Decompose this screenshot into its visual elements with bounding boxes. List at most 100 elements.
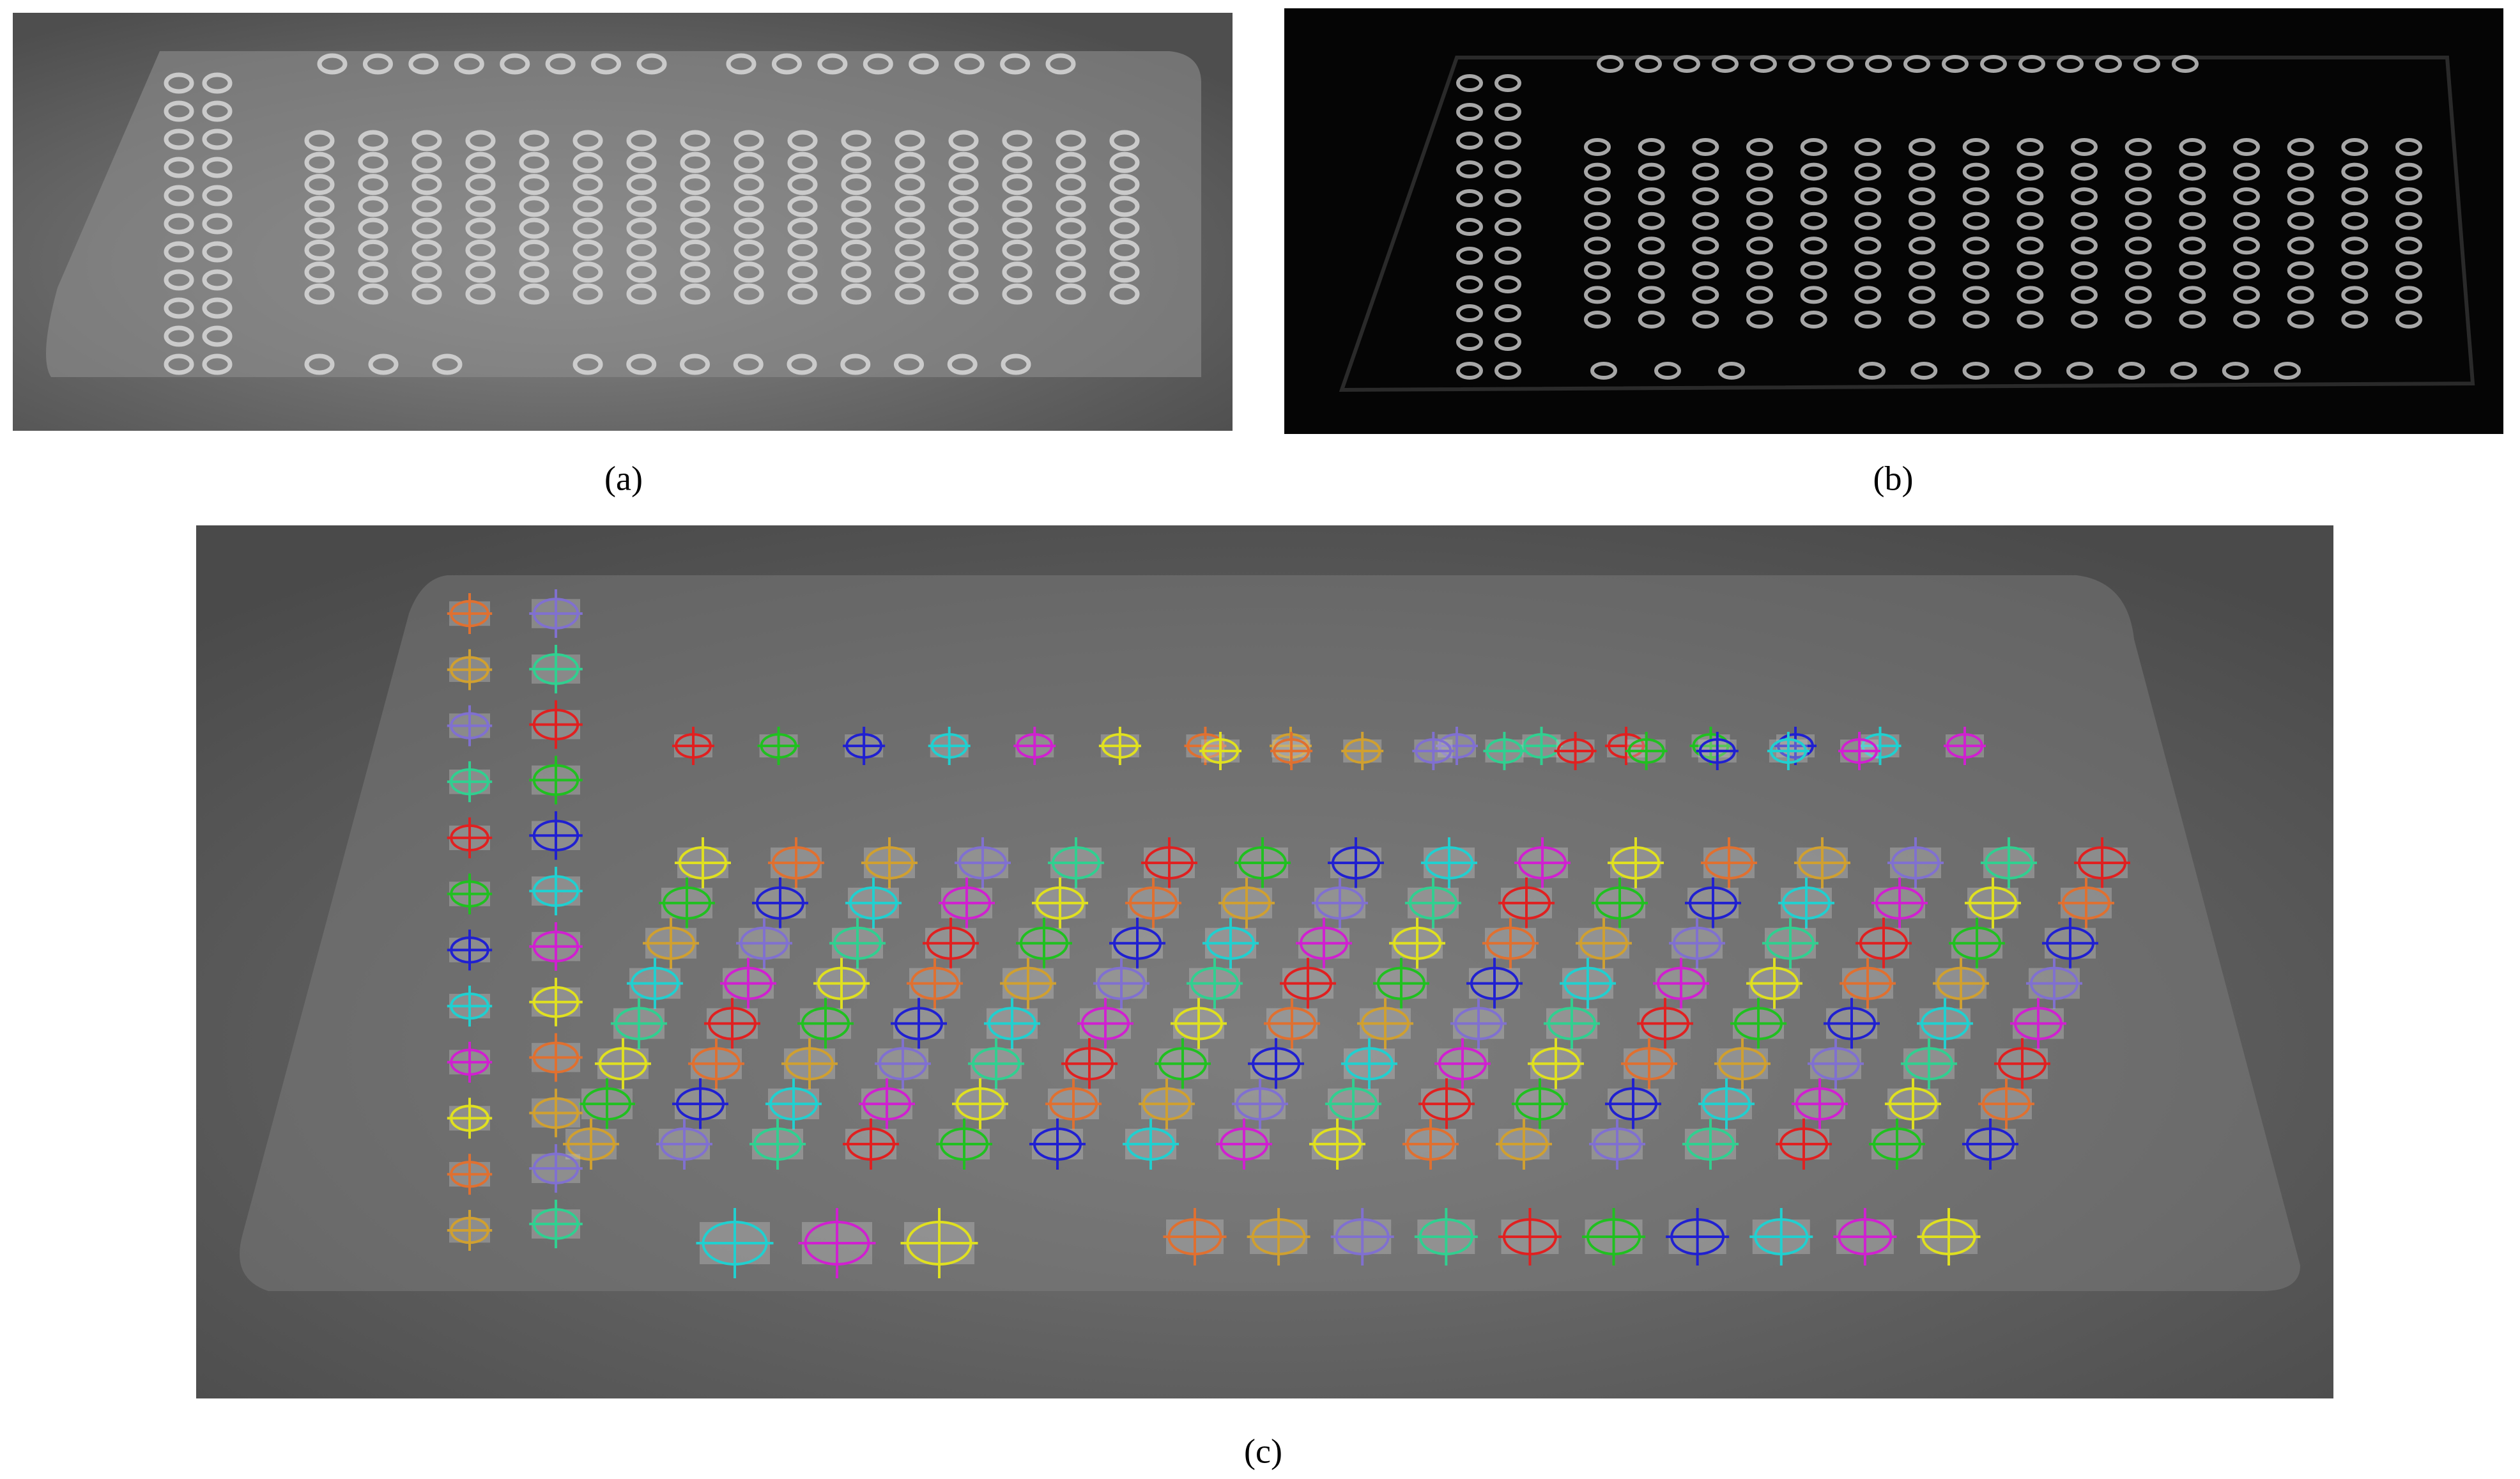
- well: [2017, 212, 2044, 230]
- well: [1746, 311, 1773, 329]
- well: [1456, 189, 1483, 207]
- well: [164, 297, 194, 319]
- well: [1109, 130, 1140, 151]
- well: [202, 157, 233, 178]
- well: [1788, 55, 1815, 73]
- panel-a-image: [13, 13, 1233, 431]
- well: [2133, 55, 2160, 73]
- well: [2274, 362, 2301, 380]
- well: [411, 196, 442, 217]
- well: [519, 217, 549, 239]
- well: [2179, 311, 2206, 329]
- well: [304, 130, 335, 151]
- well: [787, 353, 817, 375]
- well: [1692, 187, 1719, 206]
- well: [2017, 138, 2044, 156]
- well: [1746, 261, 1773, 279]
- well: [2057, 55, 2084, 73]
- well: [2179, 236, 2206, 255]
- well: [1056, 217, 1086, 239]
- well: [202, 325, 233, 347]
- well: [1456, 247, 1483, 265]
- well: [202, 269, 233, 291]
- well: [954, 53, 985, 75]
- well: [2179, 138, 2206, 156]
- well: [2095, 55, 2122, 73]
- well: [1800, 261, 1827, 279]
- well: [164, 241, 194, 263]
- well: [734, 196, 764, 217]
- well: [1638, 261, 1665, 279]
- well: [1109, 239, 1140, 261]
- well: [1909, 138, 1935, 156]
- well: [2287, 236, 2314, 255]
- well: [841, 130, 872, 151]
- well: [2233, 162, 2260, 181]
- well: [164, 185, 194, 206]
- well: [465, 174, 496, 196]
- well: [1854, 236, 1882, 255]
- well: [863, 53, 893, 75]
- well: [1692, 236, 1719, 255]
- well: [1673, 55, 1700, 73]
- well: [358, 174, 388, 196]
- well: [626, 261, 657, 283]
- well: [202, 213, 233, 235]
- well: [1962, 212, 1990, 230]
- well: [817, 53, 848, 75]
- well: [895, 261, 925, 283]
- well: [2071, 261, 2098, 279]
- well: [465, 239, 496, 261]
- well: [841, 261, 872, 283]
- well: [1494, 275, 1521, 293]
- well: [2233, 286, 2260, 304]
- well: [895, 217, 925, 239]
- well: [1584, 236, 1611, 255]
- well: [358, 261, 388, 283]
- well: [1002, 196, 1033, 217]
- well: [572, 174, 603, 196]
- well: [841, 196, 872, 217]
- well: [1909, 286, 1935, 304]
- well: [948, 130, 979, 151]
- well: [948, 196, 979, 217]
- well: [164, 128, 194, 150]
- well: [408, 53, 439, 75]
- well: [895, 239, 925, 261]
- well: [1002, 239, 1033, 261]
- well: [202, 100, 233, 122]
- well: [164, 100, 194, 122]
- well: [1494, 333, 1521, 351]
- well: [1056, 239, 1086, 261]
- well: [734, 283, 764, 305]
- well: [734, 261, 764, 283]
- well: [1746, 187, 1773, 206]
- well: [2179, 187, 2206, 206]
- well: [2287, 138, 2314, 156]
- well: [1001, 353, 1031, 375]
- well: [895, 130, 925, 151]
- well: [948, 283, 979, 305]
- well: [432, 353, 463, 375]
- well: [2071, 236, 2098, 255]
- well: [304, 261, 335, 283]
- well: [895, 283, 925, 305]
- well: [2124, 261, 2152, 279]
- well: [1800, 138, 1827, 156]
- well: [1962, 261, 1990, 279]
- well: [2018, 55, 2045, 73]
- well: [1584, 311, 1611, 329]
- well: [164, 213, 194, 235]
- well: [909, 53, 939, 75]
- well: [411, 261, 442, 283]
- well: [1692, 138, 1719, 156]
- well: [2124, 138, 2152, 156]
- well: [2071, 286, 2098, 304]
- well: [1746, 138, 1773, 156]
- well: [626, 239, 657, 261]
- well: [2287, 261, 2314, 279]
- well: [1859, 362, 1886, 380]
- well: [1962, 286, 1990, 304]
- well: [895, 174, 925, 196]
- well: [1494, 103, 1521, 121]
